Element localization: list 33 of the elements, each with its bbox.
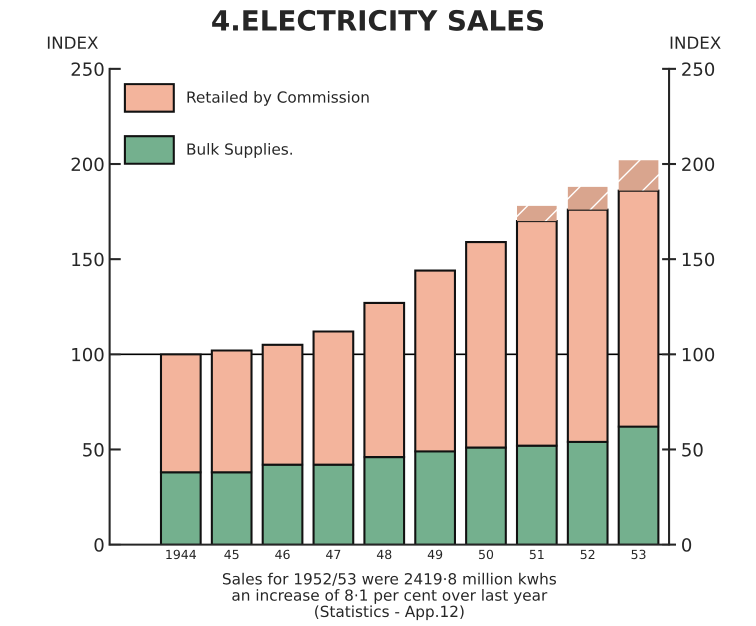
- y-tick-label: 0: [94, 538, 104, 552]
- x-tick-label: 49: [428, 550, 442, 560]
- text: (Statistics - App.12): [315, 605, 464, 620]
- y-tick-label: 50: [83, 442, 104, 457]
- y-tick-label: 100: [72, 348, 104, 362]
- legend-label: Retailed by Commission: [188, 91, 369, 106]
- y-tick-label: 150: [72, 252, 104, 266]
- x-tick-label: 47: [326, 550, 340, 559]
- y2-tick-label: 100: [682, 348, 714, 362]
- bar: [618, 160, 658, 191]
- y-axis-title: INDEX: [48, 36, 98, 49]
- x-tick-label: 46: [275, 550, 290, 560]
- x-tick-label: 1944: [166, 550, 196, 560]
- y2-tick-label: 50: [682, 442, 703, 457]
- y2-tick-label: 250: [682, 62, 714, 76]
- y-tick-label: 250: [72, 62, 104, 76]
- chart-title: 4.ELECTRICITY SALES: [212, 10, 544, 31]
- y2-tick-label: 150: [682, 252, 714, 266]
- x-tick-label: 48: [376, 550, 392, 560]
- x-tick-label: 53: [632, 550, 646, 560]
- x-tick-label: 52: [580, 550, 594, 560]
- x-tick-label: 50: [478, 550, 494, 560]
- y2-tick-label: 0: [682, 538, 692, 552]
- x-tick-label: 51: [530, 550, 544, 560]
- text: Sales for 1952/53 were 2419·8 million kwhs: [222, 572, 556, 586]
- y2-tick-label: 200: [682, 157, 714, 172]
- y2-axis-title: INDEX: [670, 36, 721, 49]
- y-tick-label: 200: [72, 157, 104, 172]
- legend-label: Bulk Supplies.: [188, 143, 292, 158]
- x-tick-label: 45: [224, 550, 239, 560]
- text: an increase of 8·1 per cent over last year: [232, 589, 548, 604]
- bar: [568, 186, 608, 210]
- bar: [516, 206, 557, 222]
